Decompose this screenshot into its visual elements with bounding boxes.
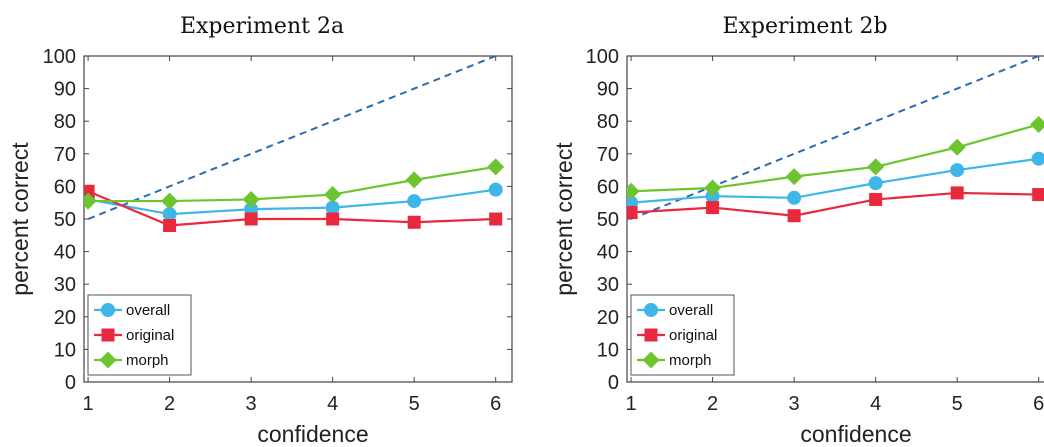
data-point-overall xyxy=(407,194,422,209)
x-tick-label: 4 xyxy=(870,393,881,415)
data-point-morph xyxy=(242,190,260,208)
data-point-original xyxy=(489,212,503,226)
data-point-morph xyxy=(84,192,97,210)
data-point-original xyxy=(326,212,340,226)
data-point-morph xyxy=(405,171,423,189)
legend-marker-original xyxy=(101,328,115,342)
x-tick-label: 3 xyxy=(789,393,800,415)
data-point-morph xyxy=(161,192,179,210)
legend: overall original morph xyxy=(87,294,192,376)
legend-entry-overall: overall xyxy=(669,302,713,319)
legend-marker-morph xyxy=(642,351,660,369)
y-tick-label: 10 xyxy=(54,339,76,361)
x-tick-label: 3 xyxy=(246,393,257,415)
y-tick-label: 50 xyxy=(54,209,76,231)
data-point-overall xyxy=(868,176,883,191)
series-line-morph xyxy=(88,165,496,203)
data-point-morph xyxy=(704,179,722,197)
series-line-original xyxy=(87,190,496,227)
legend-entry-morph: morph xyxy=(126,352,169,369)
y-tick-label: 70 xyxy=(597,144,619,166)
y-tick-label: 30 xyxy=(54,274,76,296)
y-tick-label: 20 xyxy=(54,307,76,329)
legend-marker-overall xyxy=(101,303,115,317)
legend-entry-original: original xyxy=(126,327,174,344)
data-point-morph xyxy=(324,186,342,204)
x-tick-label: 1 xyxy=(83,393,94,415)
data-point-original xyxy=(244,212,258,226)
legend-entry-original: original xyxy=(669,327,717,344)
data-point-original xyxy=(163,219,177,233)
data-point-morph xyxy=(487,158,505,176)
x-tick-label: 5 xyxy=(952,393,963,415)
data-point-morph xyxy=(1030,115,1044,133)
legend: overall original morph xyxy=(630,294,735,376)
y-tick-label: 100 xyxy=(586,46,619,68)
x-tick-label: 4 xyxy=(327,393,338,415)
y-axis-label: percent correct xyxy=(7,142,33,296)
x-tick-label: 2 xyxy=(707,393,718,415)
y-tick-label: 40 xyxy=(597,242,619,264)
x-tick-label: 5 xyxy=(409,393,420,415)
plot-area xyxy=(84,56,505,233)
data-point-overall xyxy=(787,190,802,205)
data-point-original xyxy=(407,215,421,229)
chart-panel-2: Experiment 2b 0 10 20 30 40 50 60 70 80 90 100 1 2 3 4 5… xyxy=(551,14,1044,447)
series-line-overall xyxy=(630,157,1039,204)
series-line-morph xyxy=(631,123,1039,193)
data-point-original xyxy=(869,192,883,206)
y-tick-label: 60 xyxy=(597,176,619,198)
y-tick-label: 100 xyxy=(43,46,76,68)
y-tick-label: 30 xyxy=(597,274,619,296)
calibration-reference-line xyxy=(87,56,497,220)
y-axis-label: percent correct xyxy=(551,142,577,296)
data-point-morph xyxy=(785,168,803,186)
x-axis-label: confidence xyxy=(257,421,368,447)
data-point-original xyxy=(84,184,95,198)
data-point-morph xyxy=(627,182,640,200)
data-point-overall xyxy=(162,207,177,222)
series-line-original xyxy=(631,191,1039,217)
x-tick-label: 2 xyxy=(164,393,175,415)
x-tick-label: 6 xyxy=(490,393,501,415)
legend-entry-overall: overall xyxy=(126,302,170,319)
data-point-overall xyxy=(1031,151,1044,166)
legend-marker-morph xyxy=(99,351,117,369)
y-tick-label: 50 xyxy=(597,209,619,231)
y-tick-label: 70 xyxy=(54,144,76,166)
legend-marker-overall xyxy=(644,303,658,317)
series-line-overall xyxy=(87,188,496,216)
x-axis-label: confidence xyxy=(800,421,911,447)
y-tick-label: 60 xyxy=(54,176,76,198)
y-tick-label: 90 xyxy=(597,79,619,101)
data-point-original xyxy=(950,186,964,200)
data-point-original xyxy=(706,201,720,215)
y-tick-label: 0 xyxy=(65,372,76,394)
chart-title: Experiment 2a xyxy=(180,14,344,39)
x-tick-label: 6 xyxy=(1033,393,1044,415)
x-tick-label: 1 xyxy=(626,393,637,415)
chart-panel-1: Experiment 2a 0 10 20 30 40 50 60 70 80 90 100 1 2 3 4 5… xyxy=(7,14,513,447)
y-tick-label: 40 xyxy=(54,242,76,264)
data-point-original xyxy=(787,209,801,223)
y-tick-label: 20 xyxy=(597,307,619,329)
y-tick-label: 0 xyxy=(608,372,619,394)
data-point-original xyxy=(1032,188,1044,202)
data-point-morph xyxy=(948,138,966,156)
plot-area xyxy=(627,56,1044,223)
data-point-overall xyxy=(950,163,965,178)
data-point-morph xyxy=(867,158,885,176)
y-tick-label: 80 xyxy=(54,111,76,133)
data-point-original xyxy=(627,205,638,219)
y-tick-label: 10 xyxy=(597,339,619,361)
data-point-overall xyxy=(325,200,340,215)
data-point-overall xyxy=(488,182,503,197)
y-tick-label: 90 xyxy=(54,79,76,101)
y-tick-label: 80 xyxy=(597,111,619,133)
legend-marker-original xyxy=(644,328,658,342)
legend-entry-morph: morph xyxy=(669,352,712,369)
chart-title: Experiment 2b xyxy=(722,14,887,39)
calibration-reference-line xyxy=(630,56,1040,220)
